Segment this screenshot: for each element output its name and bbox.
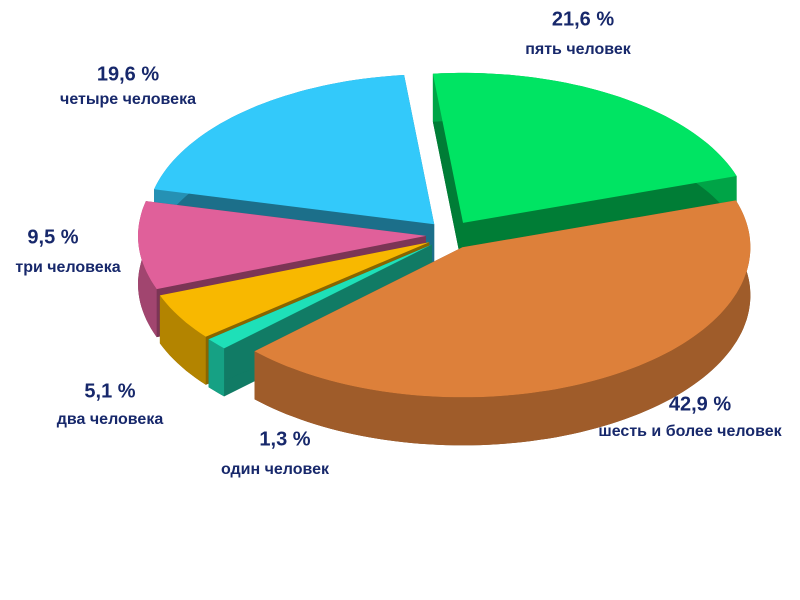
slice-wall xyxy=(432,73,463,271)
pie-slice xyxy=(432,72,737,223)
slice-side xyxy=(159,295,206,385)
category-label: два человека xyxy=(57,411,164,428)
slice-group xyxy=(254,200,751,446)
category-label: три человека xyxy=(15,259,120,276)
category-label: четыре человека xyxy=(60,91,196,108)
value-label: 19,6 % xyxy=(97,63,159,85)
value-label: 9,5 % xyxy=(27,226,78,248)
value-label: 42,9 % xyxy=(669,393,731,415)
value-label: 1,3 % xyxy=(259,428,310,450)
pie-slice xyxy=(154,75,435,225)
value-label: 5,1 % xyxy=(84,380,135,402)
category-label: один человек xyxy=(221,461,330,478)
slice-side xyxy=(208,339,225,397)
category-label: шесть и более человек xyxy=(598,423,782,440)
pie-slice xyxy=(159,242,430,337)
pie-slice xyxy=(208,244,432,349)
value-label: 21,6 % xyxy=(552,8,614,30)
pie-slice xyxy=(138,201,426,290)
pie-slice xyxy=(254,200,751,398)
category-label: пять человек xyxy=(525,41,632,58)
slice-side xyxy=(254,200,751,446)
